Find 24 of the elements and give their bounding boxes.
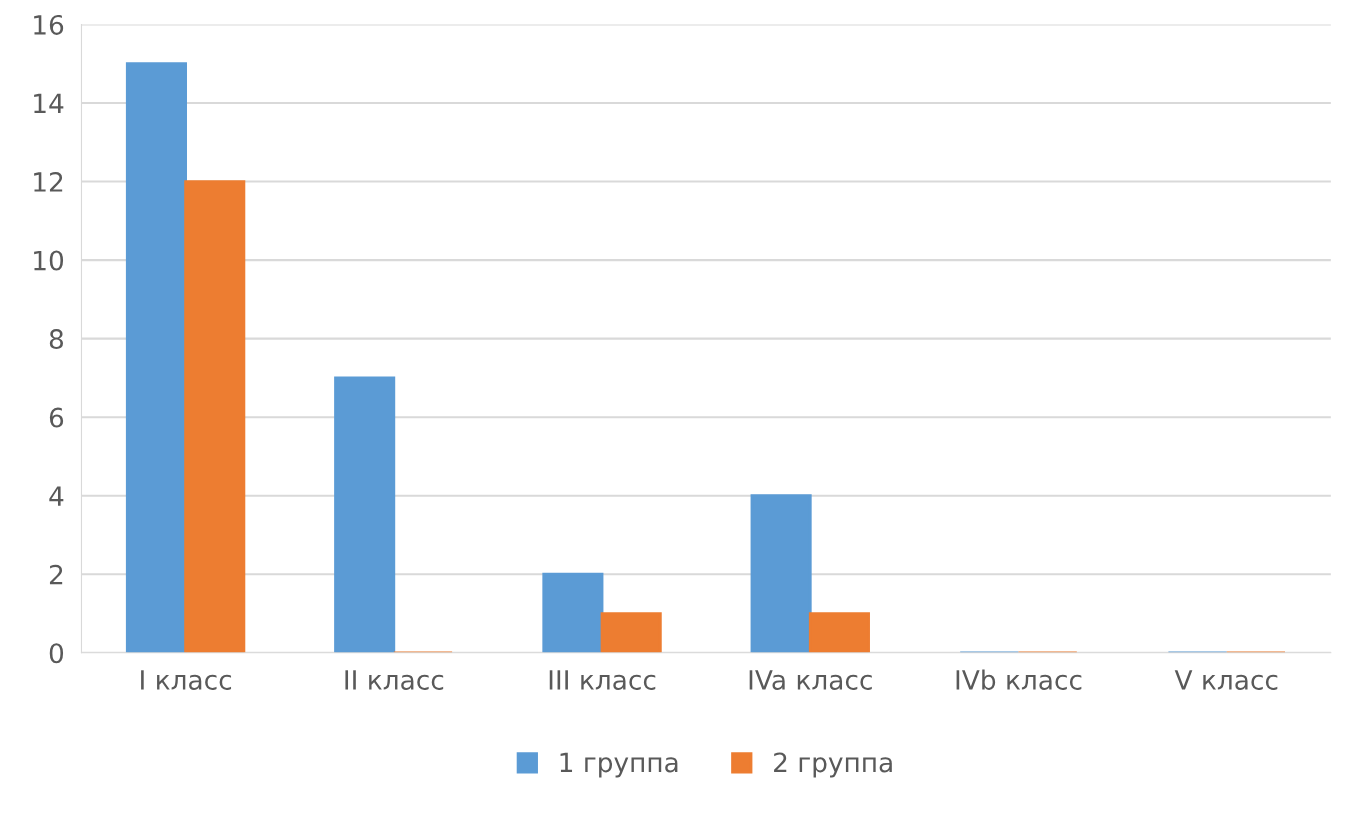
bar [125, 62, 187, 653]
x-tick-label: II класс [345, 670, 444, 690]
y-tick-label: 8 [49, 329, 64, 350]
x-tick-label: IVa класс [749, 670, 872, 690]
x-tick-label: IVb класс [956, 669, 1082, 690]
x-tick-label: III класс [549, 670, 656, 690]
y-tick-label: 2 [49, 564, 63, 585]
bar [542, 572, 604, 653]
y-tick-label: 0 [49, 643, 64, 664]
y-tick-label: 6 [49, 407, 64, 428]
bar [600, 612, 662, 653]
y-tick-label: 14 [34, 93, 64, 114]
y-tick-label: 10 [34, 250, 64, 271]
legend-label: 1 группа [560, 752, 678, 778]
bar [808, 612, 870, 653]
x-tick-label: I класс [141, 670, 232, 690]
bar [184, 180, 246, 653]
bar [750, 494, 812, 653]
legend-label: 2 группа [774, 752, 892, 778]
y-tick-label: 12 [34, 172, 63, 192]
x-tick-label: V класс [1174, 670, 1278, 690]
bar [334, 376, 396, 653]
y-tick-label: 4 [49, 486, 64, 506]
y-tick-label: 16 [34, 14, 64, 35]
